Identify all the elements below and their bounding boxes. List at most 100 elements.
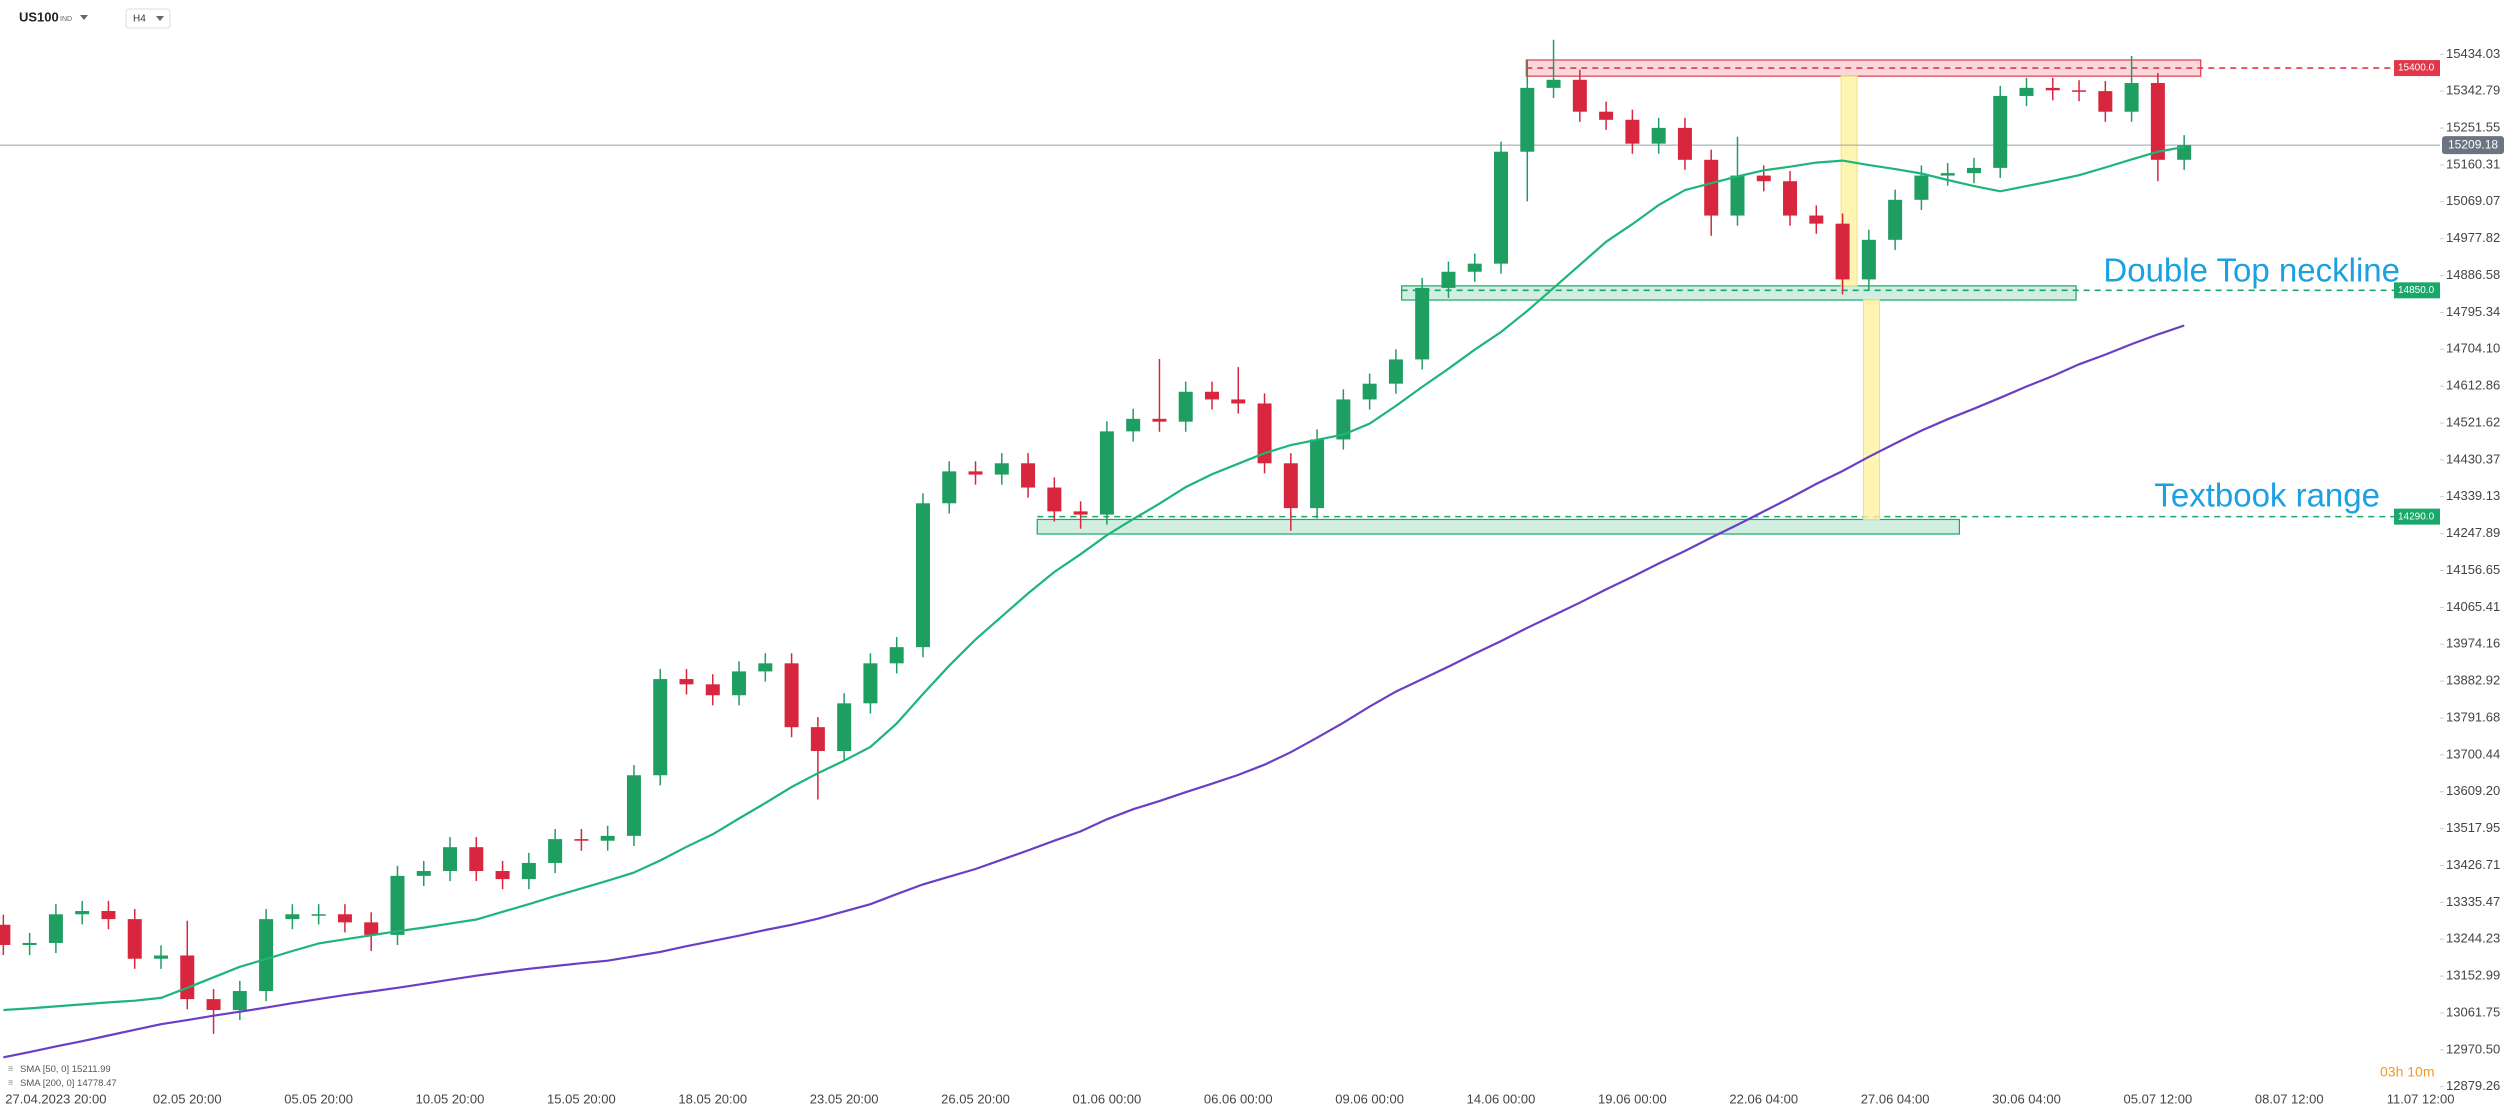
y-tick-label: 15434.03 xyxy=(2446,46,2500,61)
candle-body xyxy=(1283,463,1298,509)
y-tick-label: 14612.86 xyxy=(2446,378,2500,393)
y-tick-label: 14704.10 xyxy=(2446,341,2500,356)
annotation: Double Top neckline xyxy=(2103,252,2400,289)
symbol[interactable]: US100 xyxy=(19,9,59,24)
level-label-box xyxy=(2394,60,2440,77)
legend-icon[interactable]: ≡ xyxy=(8,1063,13,1073)
candle-body xyxy=(1021,463,1036,488)
y-tick-label: 13700.44 xyxy=(2446,746,2500,761)
candle-body xyxy=(1861,239,1876,280)
sma-line xyxy=(3,324,2185,1059)
candle-body xyxy=(1257,403,1272,464)
y-tick-label: 13426.71 xyxy=(2446,857,2500,872)
y-tick-label: 13335.47 xyxy=(2446,894,2500,909)
level-label: 14850.0 xyxy=(2398,285,2435,296)
candle-body xyxy=(1599,111,1614,120)
candle-body xyxy=(1651,127,1666,144)
y-tick-label: 13517.95 xyxy=(2446,820,2500,835)
candle-body xyxy=(2045,87,2060,91)
y-tick-label: 15251.55 xyxy=(2446,119,2500,134)
candle-body xyxy=(285,914,300,920)
legend-icon[interactable]: ≡ xyxy=(8,1077,13,1087)
candle-body xyxy=(1993,95,2008,168)
candle-body xyxy=(1204,391,1219,400)
timeframe-dropdown[interactable] xyxy=(156,16,164,21)
candle-body xyxy=(1152,418,1167,422)
candle-body xyxy=(311,914,326,916)
candle-body xyxy=(1756,175,1771,182)
candle-body xyxy=(337,914,352,923)
candle-body xyxy=(889,647,904,664)
y-tick-label: 13152.99 xyxy=(2446,968,2500,983)
candle-body xyxy=(495,871,510,880)
y-tick-label: 14065.41 xyxy=(2446,599,2500,614)
candle-body xyxy=(863,663,878,704)
candle-body xyxy=(1047,487,1062,512)
sma-line xyxy=(3,145,2185,1012)
zones: 15400.0 14850.0 14290.0 xyxy=(1036,59,2440,535)
timeframe-button[interactable] xyxy=(125,8,171,29)
y-tick-label: 13061.75 xyxy=(2446,1004,2500,1019)
candle-body xyxy=(600,835,615,841)
symbol-dropdown[interactable] xyxy=(80,15,88,20)
level-label-box xyxy=(2394,508,2440,525)
candle-body xyxy=(1178,391,1193,422)
level-label: 14290.0 xyxy=(2398,511,2435,522)
candle-body xyxy=(942,471,957,504)
candle-body xyxy=(994,463,1009,475)
candle-body xyxy=(1783,181,1798,216)
candle-body xyxy=(101,911,116,920)
y-tick-label: 13791.68 xyxy=(2446,709,2500,724)
candle-body xyxy=(1126,418,1141,432)
x-tick-label: 15.05 20:00 xyxy=(547,1091,616,1106)
legend-name: SMA [200, 0] xyxy=(20,1078,74,1089)
candle-body xyxy=(548,839,563,863)
candle-body xyxy=(2124,83,2139,112)
x-tick-label: 23.05 20:00 xyxy=(810,1091,879,1106)
candle-body xyxy=(1494,151,1509,264)
candle-body xyxy=(2150,83,2165,160)
candle-body xyxy=(758,663,773,672)
zone xyxy=(1401,285,2077,301)
x-tick-label: 27.06 04:00 xyxy=(1861,1091,1930,1106)
y-tick-label: 15160.31 xyxy=(2446,156,2500,171)
candle-body xyxy=(968,471,983,475)
candle-body xyxy=(416,871,431,876)
candle-body xyxy=(259,919,274,992)
candle-body xyxy=(180,955,195,1000)
y-tick-label: 14886.58 xyxy=(2446,267,2500,282)
y-tick-label: 13609.20 xyxy=(2446,783,2500,798)
legend-value: 15211.99 xyxy=(72,1064,111,1075)
legend-entry: SMA [50, 0] 15211.99 xyxy=(20,1064,111,1075)
legend-name: SMA [50, 0] xyxy=(20,1064,69,1075)
candle-body xyxy=(1966,167,1981,174)
y-tick-label: 15069.07 xyxy=(2446,193,2500,208)
y-tick-label: 13882.92 xyxy=(2446,673,2500,688)
candle-body xyxy=(1415,287,1430,360)
candle-body xyxy=(1888,199,1903,240)
candle-body xyxy=(1441,271,1456,288)
candle-body xyxy=(2072,90,2087,92)
candle-body xyxy=(784,663,799,728)
candle-body xyxy=(469,847,484,872)
candle-body xyxy=(1940,173,1955,176)
x-tick-label: 08.07 12:00 xyxy=(2255,1091,2324,1106)
x-tick-label: 05.07 12:00 xyxy=(2124,1091,2193,1106)
x-tick-label: 11.07 12:00 xyxy=(2387,1091,2455,1106)
y-tick-label: 14247.89 xyxy=(2446,525,2500,540)
candle-body xyxy=(626,775,641,836)
x-tick-label: 10.05 20:00 xyxy=(416,1091,485,1106)
measure-bar xyxy=(1863,299,1880,520)
y-tick-label: 14339.13 xyxy=(2446,488,2500,503)
y-tick-label: 14795.34 xyxy=(2446,304,2500,319)
y-tick-label: 12970.50 xyxy=(2446,1041,2500,1056)
timeframe[interactable]: H4 xyxy=(133,14,146,25)
candle-body xyxy=(653,679,668,776)
legend-entry: SMA [200, 0] 14778.47 xyxy=(20,1078,117,1089)
candle-body xyxy=(154,955,169,959)
x-tick-label: 09.06 00:00 xyxy=(1335,1091,1404,1106)
candle-body xyxy=(732,671,747,696)
x-tick-label: 05.05 20:00 xyxy=(284,1091,353,1106)
candle-body xyxy=(1835,223,1850,280)
